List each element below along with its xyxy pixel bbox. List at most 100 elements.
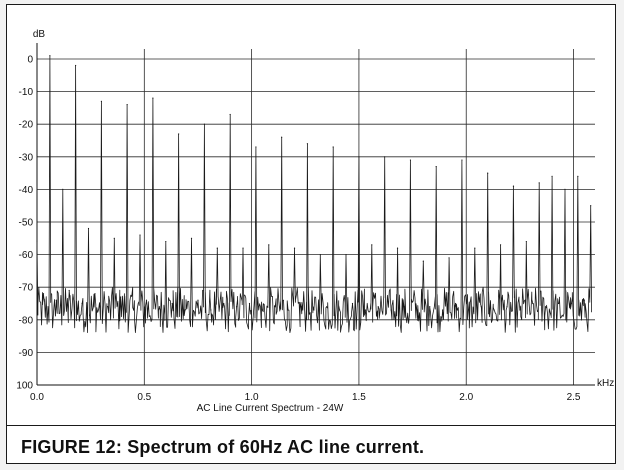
spectrum-peak-point [248,302,251,305]
spectrum-peak-point [184,309,186,311]
x-tick-label: 2.5 [567,392,581,403]
y-tick-label: -60 [19,250,34,261]
spectrum-peak-point [242,247,244,249]
spectrum-peak-point [538,182,540,184]
spectrum-peak-point [396,247,399,249]
spectrum-peak-point [364,309,366,311]
spectrum-peak-point [429,306,431,308]
spectrum-peak-point [422,260,424,262]
spectrum-peak-point [435,165,437,168]
spectrum-peak-point [461,159,463,161]
x-tick-label: 1.0 [245,392,259,403]
spectrum-peak-point [345,254,347,256]
spectrum-peak-point [557,302,560,305]
spectrum-peak-point [287,309,289,311]
spectrum-peak-point [493,309,495,311]
spectrum-peak-point [448,257,450,259]
x-tick-label: 0.0 [30,392,44,403]
spectrum-peak-point [68,289,70,292]
spectrum-peak-point [577,175,579,177]
y-tick-label: -20 [19,120,34,131]
spectrum-peak-point [590,205,592,207]
spectrum-peak-point [293,247,296,249]
spectrum-peak-point [532,302,534,305]
spectrum-peak-point [454,302,457,305]
spectrum-peak-point [178,133,180,135]
spectrum-peak-point [281,136,283,138]
spectrum-peak-point [165,240,167,243]
spectrum-peak-point [49,55,51,57]
spectrum-peak-point [62,188,64,190]
spectrum-peak-point [36,240,38,243]
spectrum-peak-point [474,247,476,249]
spectrum-peak-point [81,302,83,305]
spectrum-peak-point [480,306,482,308]
spectrum-peak-point [409,159,412,161]
y-tick-label: -50 [19,218,34,229]
spectrum-peak-point [487,172,489,174]
x-unit-label: kHz [597,378,614,389]
spectrum-peak-point [416,309,418,311]
spectrum-peak-point [274,306,276,308]
spectrum-line [36,55,592,333]
grid [36,49,595,386]
spectrum-peak-point [499,244,502,246]
spectrum-peak-point [583,299,585,301]
spectrum-peak-point [107,306,109,308]
spectrum-peak-point [255,146,257,148]
spectrum-peak-point [570,302,572,305]
spectrum-peak-point [306,143,309,145]
spectrum-peak-point [113,237,115,239]
caption-divider [7,425,615,426]
spectrum-peak-point [326,306,328,308]
spectrum-peak-point [358,156,360,158]
spectrum-peak-point [442,309,444,311]
y-tick-label: 100 [16,381,33,392]
spectrum-peak-point [384,156,386,158]
spectrum-peak-point [351,302,354,305]
spectrum-peak-point [55,299,57,301]
y-unit-label: dB [33,29,46,40]
series-layer [36,55,592,333]
spectrum-peak-point [313,309,315,311]
spectrum-peak-point [467,309,469,311]
y-tick-label: -70 [19,283,34,294]
y-tick-label: 0 [27,55,33,66]
spectrum-peak-point [506,306,508,308]
spectrum-peak-point [235,306,238,308]
spectrum-peak-point [268,244,270,246]
spectrum-peak-point [300,306,302,308]
y-tick-label: -10 [19,87,34,98]
spectrum-peak-point [564,188,566,190]
figure-frame: 0 -10 -20 -30 -40 -50 -60 -70 -80 -90 100 0.0 0.5 1.0… [6,4,616,464]
spectrum-peak-point [261,309,263,311]
figure-caption: FIGURE 12: Spectrum of 60Hz AC line curr… [21,437,425,457]
spectrum-peak-point [190,237,193,239]
x-axis-title: AC Line Current Spectrum - 24W [197,403,344,414]
y-tick-label: -40 [19,185,34,196]
spectrum-peak-point [145,299,148,301]
spectrum-peak-point [87,227,90,230]
y-tick-label: -30 [19,152,34,163]
spectrum-peak-point [519,309,521,311]
y-tick-label: -90 [19,348,34,359]
spectrum-peak-point [525,240,527,243]
spectrum-peak-point [210,309,212,311]
spectrum-peak-point [120,296,122,298]
spectrum-peak-point [94,293,96,295]
spectrum-peak-point [319,254,321,256]
spectrum-peak-point [332,146,334,148]
y-tick-label: -80 [19,315,34,326]
spectrum-peak-point [403,306,405,308]
spectrum-peak-point [512,185,515,187]
spectrum-peak-point [158,306,160,308]
spectrum-peak-point [75,64,77,67]
spectrum-peak-point [390,309,392,311]
axes [36,43,595,386]
spectrum-peak-point [216,247,218,249]
spectrum-peak-point [100,100,102,102]
spectrum-peak-point [551,175,553,177]
spectrum-peak-point [171,302,173,305]
